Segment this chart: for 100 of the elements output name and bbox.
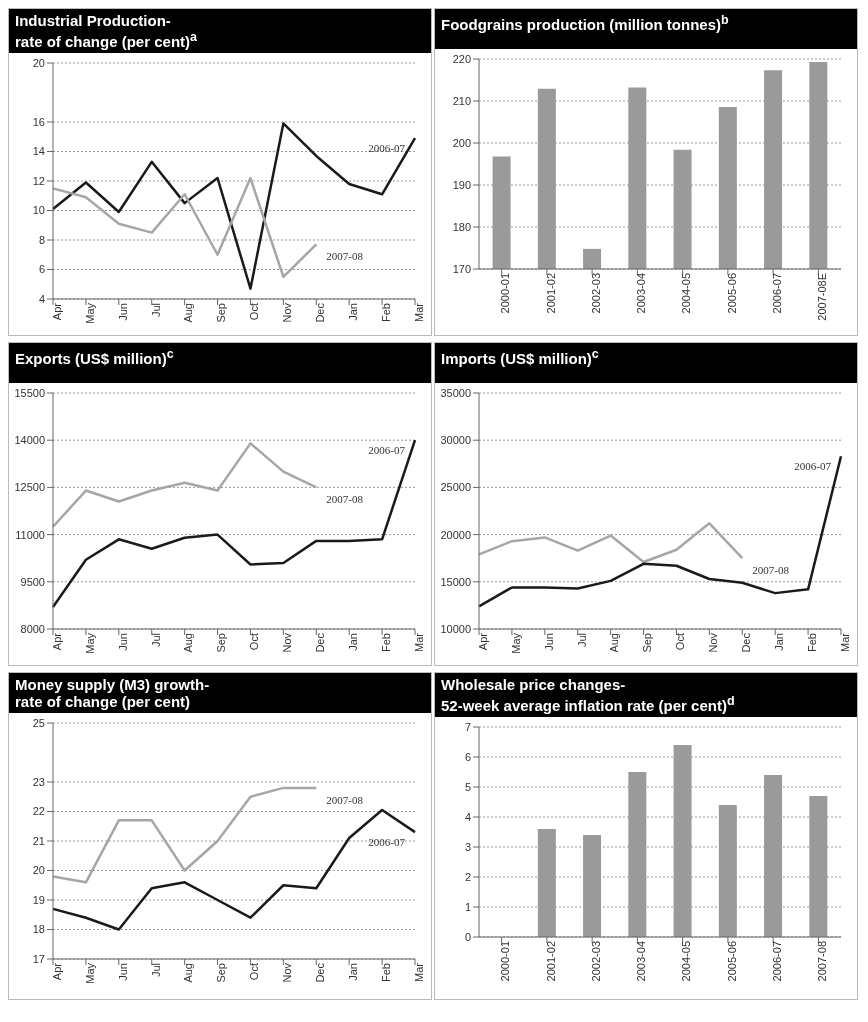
x-tick-label: Jul <box>575 633 588 648</box>
line-series <box>51 808 417 931</box>
x-tick-label: May <box>83 962 96 984</box>
y-tick-label: 23 <box>32 775 45 788</box>
y-tick-label: 25000 <box>440 481 471 494</box>
x-tick-label: Nov <box>707 632 720 653</box>
line-series <box>51 176 318 279</box>
x-tick-label: Sep <box>215 633 228 653</box>
x-tick-label: Jan <box>772 633 785 651</box>
chart-title: Industrial Production- rate of change (per cent)$^{a}$ <box>9 9 431 53</box>
x-tick-label: 2004-05 <box>680 273 693 314</box>
y-tick-label: 5 <box>464 780 471 793</box>
x-tick-label: Nov <box>281 632 294 653</box>
x-tick-label: Sep <box>215 303 228 323</box>
y-tick-label: 2 <box>464 870 471 883</box>
y-tick-label: 35000 <box>440 386 471 399</box>
y-tick-label: 200 <box>452 136 471 149</box>
x-tick-label: Nov <box>281 302 294 323</box>
y-tick-label: 14000 <box>14 434 45 447</box>
bar <box>583 835 602 937</box>
series-label: 2007-08 <box>326 250 364 263</box>
chart-title: Money supply (M3) growth- rate of change (per cent) <box>9 673 431 713</box>
x-tick-label: Dec <box>314 962 327 983</box>
x-tick-label: Sep <box>641 633 654 653</box>
x-tick-label: 2005-06 <box>725 273 738 314</box>
series-label: 2006-07 <box>368 142 406 155</box>
y-tick-label: 6 <box>38 263 45 276</box>
y-tick-label: 16 <box>32 115 45 128</box>
x-tick-label: Oct <box>248 633 261 651</box>
y-tick-label: 7 <box>464 720 471 733</box>
x-tick-label: Feb <box>379 963 392 982</box>
chart-title: Exports (US$ million)$^{c}$ <box>9 343 431 383</box>
x-tick-label: Mar <box>412 962 425 982</box>
x-tick-label: Oct <box>248 303 261 321</box>
x-tick-label: May <box>509 632 522 654</box>
x-tick-label: 2003-04 <box>635 273 648 314</box>
x-tick-label: May <box>83 632 96 654</box>
y-tick-label: 6 <box>464 750 471 763</box>
x-tick-label: Jul <box>149 633 162 648</box>
y-tick-label: 3 <box>464 840 471 853</box>
line-series <box>51 438 417 609</box>
x-tick-label: Feb <box>379 303 392 322</box>
x-tick-label: Dec <box>314 632 327 653</box>
y-tick-label: 0 <box>464 930 471 943</box>
x-tick-label: Oct <box>248 963 261 981</box>
x-tick-label: Aug <box>182 963 195 983</box>
x-tick-label: Aug <box>608 633 621 653</box>
y-tick-label: 9500 <box>20 575 45 588</box>
y-tick-label: 15500 <box>14 386 45 399</box>
y-tick-label: 15000 <box>440 575 471 588</box>
line-series <box>477 522 744 564</box>
x-tick-label: 2002-03 <box>589 273 602 314</box>
line-series <box>51 786 318 884</box>
x-tick-label: 2007-08 <box>816 941 829 982</box>
x-tick-label: Apr <box>50 302 63 321</box>
x-tick-label: Mar <box>838 632 851 652</box>
y-tick-label: 8 <box>38 233 45 246</box>
x-tick-label: Dec <box>314 302 327 323</box>
line-series <box>51 442 318 528</box>
x-tick-label: Aug <box>182 303 195 323</box>
x-tick-label: Jun <box>116 963 129 981</box>
x-tick-label: Apr <box>476 632 489 651</box>
x-tick-label: 2006-07 <box>770 273 783 314</box>
x-tick-label: Apr <box>50 962 63 981</box>
chart-title: Imports (US$ million)$^{c}$ <box>435 343 857 383</box>
x-tick-label: May <box>83 302 96 324</box>
x-tick-label: Mar <box>412 302 425 322</box>
y-tick-label: 12 <box>32 174 45 187</box>
y-tick-label: 190 <box>452 178 471 191</box>
x-tick-label: Feb <box>379 633 392 652</box>
x-tick-label: Jan <box>346 963 359 981</box>
x-tick-label: Jun <box>116 633 129 651</box>
x-tick-label: 2001-02 <box>544 941 557 982</box>
series-label: 2007-08 <box>326 793 364 806</box>
x-tick-label: Sep <box>215 963 228 983</box>
x-tick-label: Aug <box>182 633 195 653</box>
chart-title: Wholesale price changes- 52-week average inflation rate (per cent)$^{d}$ <box>435 673 857 717</box>
series-label: 2006-07 <box>368 444 406 457</box>
x-tick-label: Dec <box>740 632 753 653</box>
x-tick-label: Jul <box>149 303 162 318</box>
x-tick-label: 2003-04 <box>635 941 648 982</box>
line-series <box>477 455 843 608</box>
y-tick-label: 10 <box>32 204 45 217</box>
y-tick-label: 4 <box>464 810 471 823</box>
y-tick-label: 19 <box>32 893 45 906</box>
x-tick-label: 2002-03 <box>589 941 602 982</box>
series-label: 2006-07 <box>368 836 406 849</box>
x-tick-label: 2006-07 <box>770 941 783 982</box>
x-tick-label: Jul <box>149 963 162 978</box>
series-label: 2007-08 <box>326 493 364 506</box>
y-tick-label: 20000 <box>440 528 471 541</box>
x-tick-label: Jun <box>116 303 129 321</box>
y-tick-label: 220 <box>452 52 471 65</box>
x-tick-label: Feb <box>805 633 818 652</box>
y-tick-label: 11000 <box>15 528 45 541</box>
y-tick-label: 14 <box>32 145 45 158</box>
y-tick-label: 30000 <box>440 434 471 447</box>
y-tick-label: 20 <box>32 56 45 69</box>
bar <box>718 805 737 937</box>
chart-title: Foodgrains production (million tonnes)$^{b}$ <box>435 9 857 49</box>
